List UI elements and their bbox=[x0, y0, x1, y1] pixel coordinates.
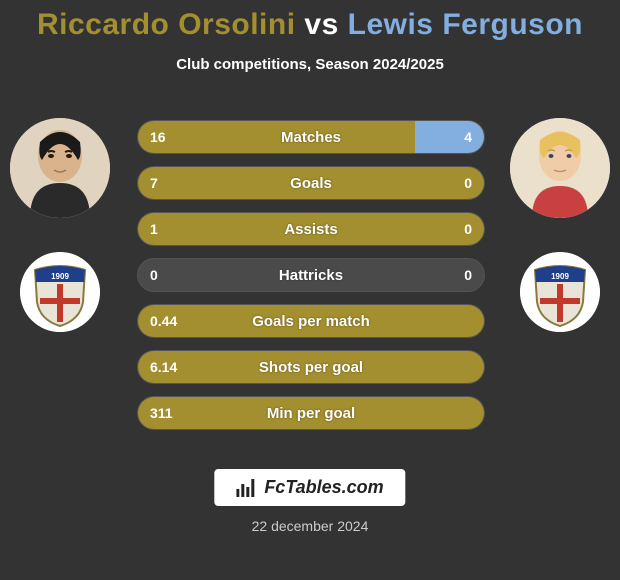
stat-value-left: 0 bbox=[150, 259, 158, 291]
club-crest-icon: 1909 bbox=[20, 252, 100, 332]
stat-row: Hattricks0 0 bbox=[137, 258, 485, 292]
stat-value-left: 16 bbox=[150, 121, 166, 153]
stat-value-right: 0 bbox=[464, 167, 472, 199]
stat-value-right: 0 bbox=[464, 213, 472, 245]
vs-text: vs bbox=[304, 8, 338, 41]
stat-value-left: 0.44 bbox=[150, 305, 177, 337]
stat-row: Assists1 0 bbox=[137, 212, 485, 246]
comparison-chart: Matches164Goals70Assists10Hattricks00Goa… bbox=[137, 120, 485, 442]
stat-label: Hattricks bbox=[138, 259, 484, 291]
stat-row: Goals7 0 bbox=[137, 166, 485, 200]
brand-text: FcTables.com bbox=[264, 477, 383, 498]
stat-row: Shots per goal6.14 bbox=[137, 350, 485, 384]
svg-text:1909: 1909 bbox=[551, 272, 569, 281]
stat-row: Goals per match0.44 bbox=[137, 304, 485, 338]
comparison-title: Riccardo Orsolini vs Lewis Ferguson bbox=[0, 0, 620, 42]
stat-row: Matches16 4 bbox=[137, 120, 485, 154]
stat-value-left: 1 bbox=[150, 213, 158, 245]
svg-text:1909: 1909 bbox=[51, 272, 69, 281]
footer-date: 22 december 2024 bbox=[0, 518, 620, 534]
stat-value-left: 7 bbox=[150, 167, 158, 199]
player1-name: Riccardo Orsolini bbox=[37, 8, 296, 41]
bars-icon bbox=[236, 479, 258, 497]
stat-value-left: 6.14 bbox=[150, 351, 177, 383]
stat-label: Shots per goal bbox=[138, 351, 484, 383]
stat-label: Assists bbox=[138, 213, 484, 245]
player2-face-icon bbox=[510, 118, 610, 218]
stat-value-left: 311 bbox=[150, 397, 173, 429]
player2-name: Lewis Ferguson bbox=[348, 8, 583, 41]
stat-value-right: 4 bbox=[464, 121, 472, 153]
player1-club-crest: 1909 bbox=[20, 252, 100, 332]
player1-face-icon bbox=[10, 118, 110, 218]
stat-label: Goals per match bbox=[138, 305, 484, 337]
stat-label: Goals bbox=[138, 167, 484, 199]
club-crest-icon: 1909 bbox=[520, 252, 600, 332]
stat-label: Matches bbox=[138, 121, 484, 153]
player2-avatar bbox=[510, 118, 610, 218]
stat-row: Min per goal311 bbox=[137, 396, 485, 430]
player1-avatar bbox=[10, 118, 110, 218]
stat-label: Min per goal bbox=[138, 397, 484, 429]
player2-club-crest: 1909 bbox=[520, 252, 600, 332]
stat-value-right: 0 bbox=[464, 259, 472, 291]
subtitle: Club competitions, Season 2024/2025 bbox=[0, 56, 620, 73]
brand-logo: FcTables.com bbox=[214, 469, 405, 506]
